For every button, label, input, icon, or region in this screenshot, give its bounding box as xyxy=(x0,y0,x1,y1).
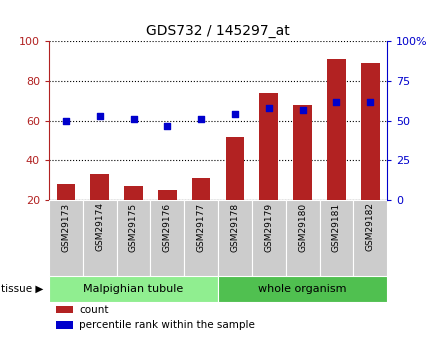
Bar xyxy=(320,200,353,276)
Text: GSM29175: GSM29175 xyxy=(129,203,138,252)
Bar xyxy=(56,306,73,313)
Point xyxy=(231,112,239,117)
Bar xyxy=(184,200,218,276)
Bar xyxy=(259,93,278,200)
Point xyxy=(299,107,306,112)
Bar xyxy=(90,174,109,200)
Text: GSM29179: GSM29179 xyxy=(264,203,273,252)
Bar xyxy=(226,137,244,200)
Text: GSM29173: GSM29173 xyxy=(61,203,70,252)
Text: GSM29176: GSM29176 xyxy=(163,203,172,252)
Bar xyxy=(49,276,218,302)
Bar xyxy=(218,200,252,276)
Bar xyxy=(150,200,184,276)
Bar xyxy=(252,200,286,276)
Text: GSM29182: GSM29182 xyxy=(366,203,375,252)
Bar xyxy=(56,322,73,329)
Point xyxy=(333,99,340,105)
Point xyxy=(164,123,171,128)
Text: percentile rank within the sample: percentile rank within the sample xyxy=(79,320,255,330)
Point xyxy=(62,118,69,124)
Text: GSM29177: GSM29177 xyxy=(197,203,206,252)
Bar xyxy=(293,105,312,200)
Text: GSM29178: GSM29178 xyxy=(231,203,239,252)
Point xyxy=(198,116,205,122)
Text: GSM29181: GSM29181 xyxy=(332,203,341,252)
Bar xyxy=(158,190,177,200)
Bar xyxy=(361,63,380,200)
Text: GSM29180: GSM29180 xyxy=(298,203,307,252)
Bar xyxy=(117,200,150,276)
Text: tissue ▶: tissue ▶ xyxy=(1,284,43,294)
Bar xyxy=(57,184,75,200)
Bar xyxy=(83,200,117,276)
Point xyxy=(367,99,374,105)
Point xyxy=(130,116,137,122)
Bar xyxy=(327,59,346,200)
Bar xyxy=(124,186,143,200)
Text: GSM29174: GSM29174 xyxy=(95,203,104,252)
Bar xyxy=(218,276,387,302)
Point xyxy=(96,113,103,119)
Text: whole organism: whole organism xyxy=(259,284,347,294)
Text: Malpighian tubule: Malpighian tubule xyxy=(83,284,184,294)
Bar xyxy=(192,178,210,200)
Bar xyxy=(353,200,387,276)
Bar xyxy=(49,200,83,276)
Point xyxy=(265,105,272,111)
Bar xyxy=(286,200,320,276)
Text: count: count xyxy=(79,305,109,315)
Title: GDS732 / 145297_at: GDS732 / 145297_at xyxy=(146,23,290,38)
